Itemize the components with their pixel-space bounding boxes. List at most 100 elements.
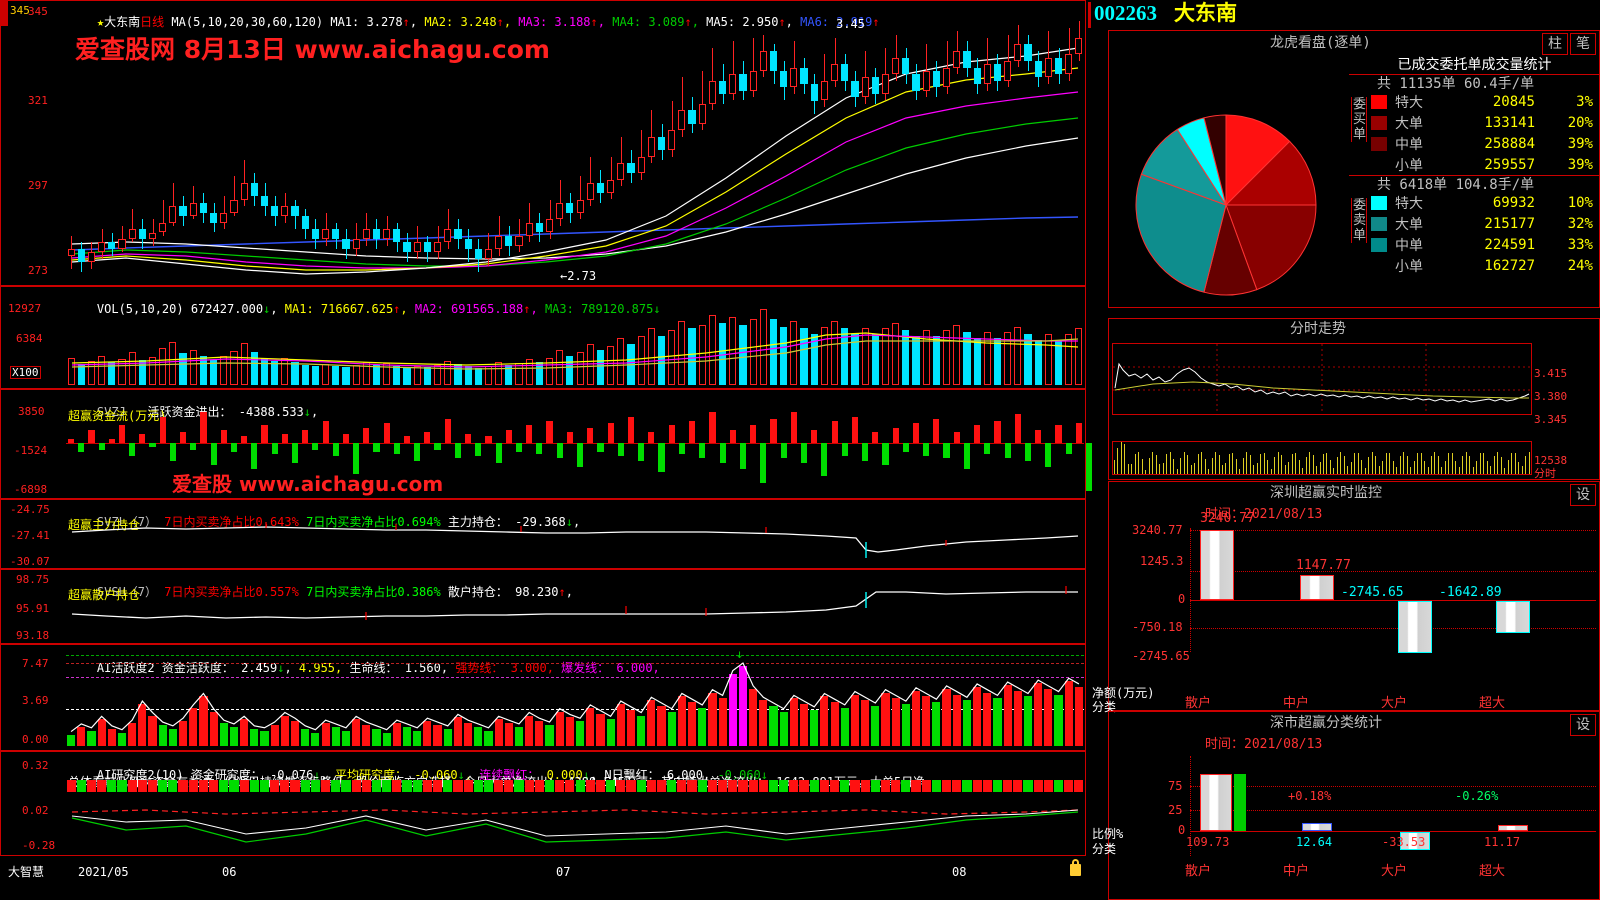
ma1: MA1:	[330, 15, 360, 29]
intraday-ytick-2: 3.345	[1534, 413, 1568, 426]
classify-chart[interactable]	[1190, 756, 1596, 856]
ai-activity-bar	[1023, 696, 1033, 746]
volume-bar	[495, 361, 503, 385]
ai-research-bar	[555, 780, 565, 792]
volume-header: VOL(5,10,20) 672427.000↓, MA1: 716667.62…	[96, 302, 661, 316]
candle-body	[851, 80, 859, 98]
classify-cat-3: 超大	[1479, 864, 1506, 879]
monitor-cat-1: 中户	[1283, 696, 1310, 711]
candle-body	[780, 70, 788, 88]
svzl-subtitle: 超赢主力持仓	[68, 518, 141, 532]
monitor-axis-label-2: 分类	[1092, 700, 1117, 714]
svzl-line[interactable]	[66, 502, 1084, 566]
ai-activity-bar	[250, 728, 259, 746]
buy-side-label: 委买单	[1351, 97, 1367, 142]
ai-research-bar	[809, 780, 819, 792]
classify-axis-label-1: 比例%	[1092, 827, 1124, 841]
svzj-ytick-2: -6898	[14, 483, 48, 496]
ai-research-bar	[850, 780, 860, 792]
svzj-bars[interactable]	[66, 396, 1093, 496]
classify-ytick-1: 25	[1168, 803, 1183, 817]
ai-activity-bar	[352, 719, 361, 746]
volume-bar	[841, 328, 849, 385]
intraday-volume-bar	[1329, 460, 1331, 474]
ai-research-lines	[71, 809, 1079, 843]
order-stats-title: 已成交委托单成交量统计	[1349, 58, 1600, 75]
ai-activity-bar	[362, 725, 371, 746]
ai-research-bar	[412, 780, 422, 792]
monitor-settings-button[interactable]: 设	[1570, 484, 1596, 506]
ai-research-bar	[66, 780, 76, 792]
ai-activity-f4-value: 3.000,	[510, 661, 554, 675]
ai-research-bar	[290, 780, 300, 792]
svsh-green-value: 0.386%	[397, 585, 441, 599]
volume-bar	[1024, 334, 1032, 385]
classify-bar-label-2: -33.53	[1382, 835, 1426, 849]
intraday-price-chart[interactable]	[1112, 343, 1532, 415]
candle-body	[617, 163, 625, 180]
ai-activity-bar	[148, 715, 157, 746]
ma-line-ma6	[71, 216, 1079, 251]
candle-body	[393, 229, 401, 243]
candle-wick	[121, 225, 123, 253]
volume-bar	[831, 320, 839, 385]
order-percent: 39%	[1567, 156, 1593, 173]
kline-chart[interactable]	[66, 18, 1084, 282]
monitor-chart[interactable]	[1190, 528, 1596, 653]
svsh-ytick-2: 93.18	[16, 629, 50, 642]
ai-research-code: AI研究度2(10)	[96, 768, 184, 782]
ai-activity-bar	[973, 686, 982, 746]
ai-activity-panel	[0, 644, 1086, 751]
svzj-bar	[617, 443, 624, 457]
svsh-line[interactable]	[66, 572, 1084, 642]
volume-bar	[963, 332, 971, 385]
candle-series[interactable]	[66, 18, 1084, 282]
classify-settings-button[interactable]: 设	[1570, 714, 1596, 736]
monitor-cat-3: 超大	[1479, 696, 1506, 711]
volume-value: 672427.000	[190, 302, 264, 316]
candle-body	[1024, 44, 1032, 61]
intraday-volume-bar	[1235, 459, 1237, 474]
intraday-volume-chart[interactable]	[1112, 441, 1532, 475]
volume-bar	[454, 363, 462, 385]
volume-bar	[322, 363, 330, 385]
ma3-value: 3.188	[554, 15, 591, 29]
xaxis-bar	[0, 856, 1086, 900]
longhu-btn-pen[interactable]: 笔	[1570, 33, 1596, 55]
intraday-volume-bar	[1486, 461, 1488, 474]
candle-body	[464, 239, 472, 249]
ma3: MA3:	[518, 15, 548, 29]
svzj-bar	[149, 443, 156, 448]
classify-cat-2: 大户	[1381, 864, 1408, 879]
ai-activity-bars[interactable]	[66, 658, 1084, 746]
ai-research-bar	[880, 780, 891, 792]
kline-period[interactable]: 日线	[140, 15, 165, 29]
monitor-bar-1	[1300, 575, 1334, 600]
longhu-btn-bar[interactable]: 柱	[1542, 33, 1568, 55]
svzj-bar	[760, 443, 767, 483]
ai-research-bars[interactable]	[66, 780, 1084, 852]
intraday-volume-bar	[1364, 467, 1366, 474]
order-pie-chart[interactable]	[1104, 57, 1348, 301]
svzj-bar	[923, 443, 930, 457]
intraday-volume-bar	[1131, 463, 1133, 474]
svzj-bar	[526, 425, 533, 443]
ai-research-bar	[249, 780, 259, 792]
svsh-ytick-1: 95.91	[16, 602, 50, 615]
intraday-volume-bar	[1305, 457, 1307, 474]
lock-icon[interactable]	[1070, 864, 1081, 876]
ai-activity-bar	[769, 706, 778, 746]
candle-body	[169, 206, 177, 223]
ai-activity-bar	[576, 721, 585, 746]
intraday-volume-bar	[1472, 467, 1474, 474]
svsh-green-label: 7日内买卖净占比	[306, 585, 398, 599]
volume-bar	[647, 328, 655, 385]
svzj-bar	[159, 416, 166, 443]
ai-research-bar	[422, 780, 432, 792]
candle-body	[729, 74, 737, 94]
xtick-3: 08	[952, 865, 967, 879]
intraday-volume-bar	[1479, 452, 1481, 474]
ai-research-bar	[1003, 780, 1013, 792]
candle-body	[230, 199, 238, 213]
candle-body	[413, 242, 421, 253]
